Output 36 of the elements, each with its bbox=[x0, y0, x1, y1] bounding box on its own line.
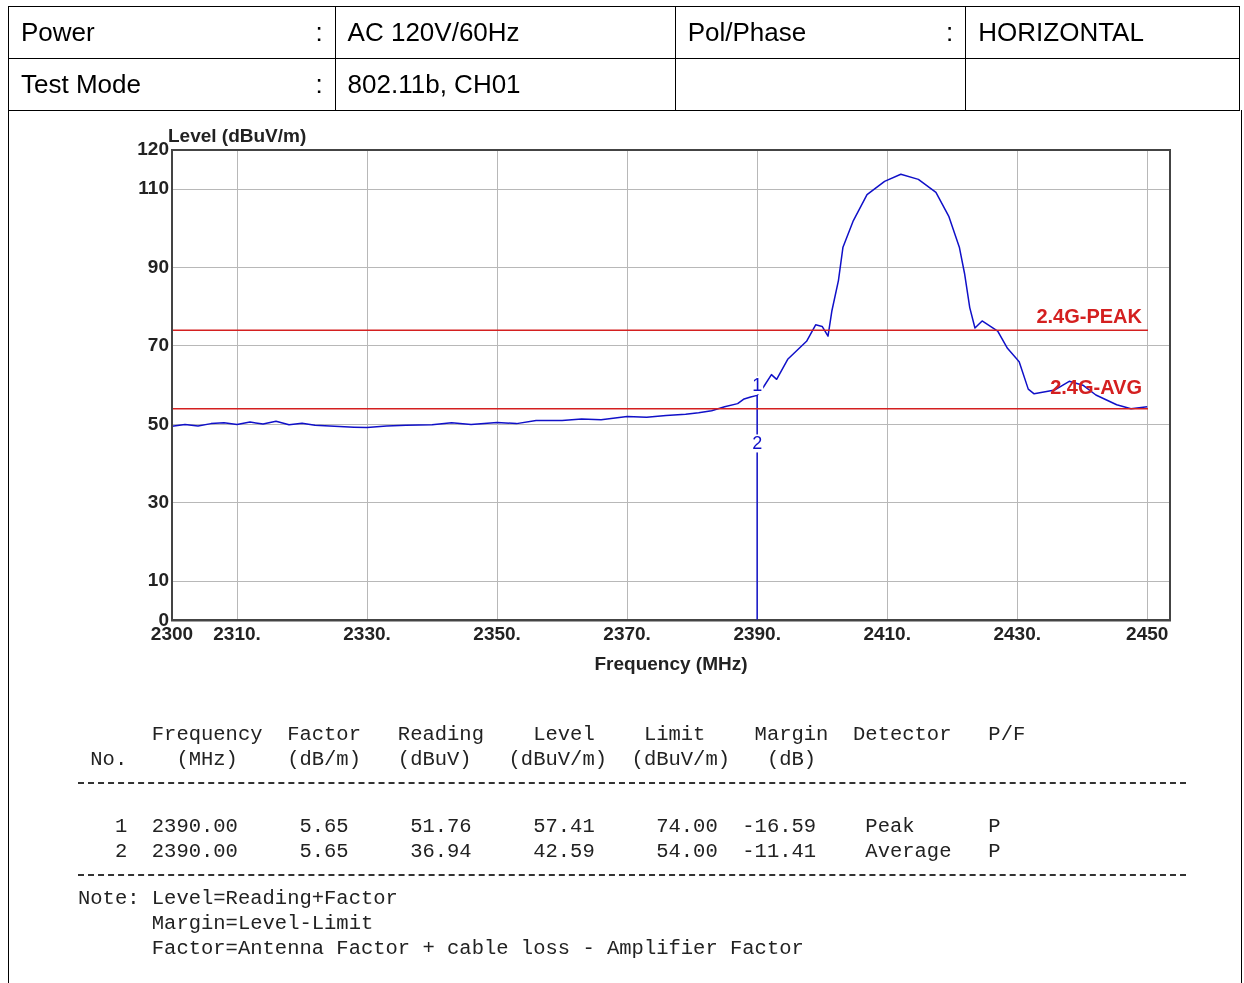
x-tick-label: 2430. bbox=[993, 623, 1041, 645]
text: : bbox=[315, 17, 323, 48]
text: Factor=Antenna Factor + cable loss - Amplifier Factor bbox=[150, 936, 805, 961]
text: Test Mode bbox=[21, 69, 141, 100]
y-tick-label: 90 bbox=[147, 255, 169, 277]
text: Margin=Level-Limit bbox=[150, 911, 375, 936]
ref-line-label: 2.4G-PEAK bbox=[1036, 304, 1143, 327]
text: HORIZONTAL bbox=[965, 6, 1240, 59]
annotation: 1 bbox=[752, 375, 763, 396]
x-tick-label: 2370. bbox=[603, 623, 651, 645]
x-tick-label: 2450 bbox=[1126, 623, 1169, 645]
x-tick-label: 2410. bbox=[863, 623, 911, 645]
text: No. (MHz) (dB/m) (dBuV) (dBuV/m) (dBuV/m) (dB) bbox=[89, 747, 818, 772]
x-tick-label: 2330. bbox=[343, 623, 391, 645]
y-tick-label: 110 bbox=[138, 177, 169, 199]
y-tick-label: 120 bbox=[137, 138, 169, 160]
x-tick-label: 2390. bbox=[733, 623, 781, 645]
x-tick-label: 2310. bbox=[213, 623, 261, 645]
y-tick-label: 50 bbox=[147, 412, 169, 434]
text: 2 2390.00 5.65 36.94 42.59 54.00 -11.41 Average P bbox=[113, 839, 1002, 864]
y-tick-label: 70 bbox=[147, 334, 169, 356]
text: Pol/Phase bbox=[687, 17, 807, 48]
x-axis-title: Frequency (MHz) bbox=[594, 652, 748, 674]
y-tick-label: 10 bbox=[147, 569, 169, 591]
text: 802.11b, CH01 bbox=[335, 58, 676, 111]
text: Note: Level=Reading+Factor bbox=[78, 886, 399, 911]
text: Power bbox=[21, 17, 95, 48]
text: : bbox=[946, 17, 954, 48]
text: : bbox=[315, 69, 323, 100]
text: Frequency Factor Reading Level Limit Margin Detector P/F bbox=[150, 722, 1027, 747]
text: AC 120V/60Hz bbox=[335, 6, 676, 59]
x-tick-label: 2350. bbox=[473, 623, 521, 645]
annotation: 2 bbox=[752, 433, 763, 454]
text: 1 2390.00 5.65 51.76 57.41 74.00 -16.59 Peak P bbox=[113, 814, 1002, 839]
y-tick-label: 30 bbox=[147, 491, 169, 513]
y-axis-title: Level (dBuV/m) bbox=[168, 124, 307, 146]
